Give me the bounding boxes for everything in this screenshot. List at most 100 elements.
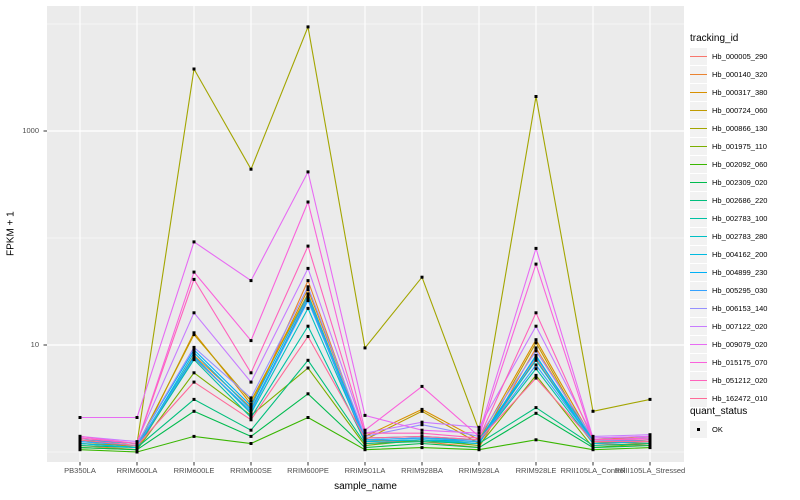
legend-key-line-icon — [690, 181, 707, 184]
legend-item-quant-ok: OK — [690, 421, 723, 438]
x-axis-title: sample_name — [334, 481, 397, 492]
legend-item: Hb_002092_060 — [690, 156, 767, 173]
legend-key-box — [690, 192, 707, 209]
legend-item: Hb_006153_140 — [690, 300, 767, 317]
legend-item: Hb_000317_380 — [690, 84, 767, 101]
legend-item-label: OK — [712, 425, 723, 434]
legend-key-box — [690, 48, 707, 65]
legend-key-line-icon — [690, 379, 707, 382]
legend-item: Hb_005295_030 — [690, 282, 767, 299]
legend-item-label: Hb_007122_020 — [712, 322, 768, 331]
legend-item: Hb_004162_200 — [690, 246, 767, 263]
legend-key-box — [690, 264, 707, 281]
legend-item: Hb_002686_220 — [690, 192, 767, 209]
legend-key-line-icon — [690, 325, 707, 328]
legend-item: Hb_004899_230 — [690, 264, 767, 281]
legend-key-box — [690, 174, 707, 191]
legend-item-label: Hb_015175_070 — [712, 358, 768, 367]
legend-item-label: Hb_004162_200 — [712, 250, 768, 259]
legend-item-label: Hb_004899_230 — [712, 268, 768, 277]
legend-key-line-icon — [690, 253, 707, 256]
legend-item: Hb_051212_020 — [690, 372, 767, 389]
legend-key-line-icon — [690, 73, 707, 76]
legend-key-box — [690, 156, 707, 173]
legend-item: Hb_009079_020 — [690, 336, 767, 353]
legend-key-box — [690, 102, 707, 119]
x-tick-label: RRII105LA_Stressed — [614, 466, 686, 475]
legend-item-label: Hb_002783_280 — [712, 232, 768, 241]
legend-key-box — [690, 246, 707, 263]
legend-key-box — [690, 372, 707, 389]
legend-key-line-icon — [690, 217, 707, 220]
legend-key-box — [690, 120, 707, 137]
x-tick-label: RRII105LA_Control — [560, 466, 626, 475]
legend-key-box — [690, 336, 707, 353]
black-square-point-icon — [696, 427, 701, 432]
legend-item: Hb_007122_020 — [690, 318, 767, 335]
legend-key-line-icon — [690, 109, 707, 112]
x-tick-label: RRIM600LE — [173, 466, 215, 475]
legend-key-line-icon — [690, 397, 707, 400]
legend-title-tracking-id: tracking_id — [690, 33, 739, 44]
legend-item: Hb_000140_320 — [690, 66, 767, 83]
x-tick-label: RRIM600PE — [287, 466, 329, 475]
legend-key-line-icon — [690, 307, 707, 310]
legend-item-label: Hb_000866_130 — [712, 124, 768, 133]
x-tick-label: RRIM600LA — [116, 466, 158, 475]
legend-title-quant-status: quant_status — [690, 406, 748, 417]
legend-item: Hb_002783_280 — [690, 228, 767, 245]
x-tick-label: RRIM600SE — [230, 466, 272, 475]
legend-key-box — [690, 210, 707, 227]
legend-item: Hb_002783_100 — [690, 210, 767, 227]
legend-item-label: Hb_000317_380 — [712, 88, 768, 97]
legend-key-line-icon — [690, 127, 707, 130]
legend-item: Hb_000866_130 — [690, 120, 767, 137]
legend-key-line-icon — [690, 91, 707, 94]
x-tick-label: RRIM928LA — [458, 466, 500, 475]
legend-item-label: Hb_001975_110 — [712, 142, 767, 151]
legend-key-box — [690, 282, 707, 299]
legend-item: Hb_015175_070 — [690, 354, 767, 371]
legend-item-label: Hb_051212_020 — [712, 376, 768, 385]
legend-item-label: Hb_002686_220 — [712, 196, 768, 205]
legend-item-label: Hb_005295_030 — [712, 286, 768, 295]
data-points — [78, 25, 652, 454]
legend-item-label: Hb_006153_140 — [712, 304, 768, 313]
legend-key-box — [690, 300, 707, 317]
legend-key-box — [690, 318, 707, 335]
legend-key-line-icon — [690, 271, 707, 274]
x-tick-label: PB350LA — [64, 466, 96, 475]
legend-key-box — [690, 138, 707, 155]
legend-key-line-icon — [690, 289, 707, 292]
legend-key-line-icon — [690, 145, 707, 148]
legend-key-box — [690, 66, 707, 83]
legend-item: Hb_000005_290 — [690, 48, 767, 65]
x-tick-label: RRIM928BA — [401, 466, 443, 475]
y-tick-label: 1000 — [22, 126, 39, 135]
legend-key-line-icon — [690, 343, 707, 346]
legend-key-box — [690, 354, 707, 371]
legend-key-line-icon — [690, 361, 707, 364]
legend: tracking_id Hb_000005_290 Hb_000140_320 Hb… — [690, 0, 798, 500]
x-tick-label: RRIM901LA — [344, 466, 386, 475]
legend-item: Hb_162472_010 — [690, 390, 767, 407]
legend-key-line-icon — [690, 199, 707, 202]
legend-item-label: Hb_002309_020 — [712, 178, 768, 187]
legend-item-label: Hb_162472_010 — [712, 394, 768, 403]
legend-key-line-icon — [690, 55, 707, 58]
legend-key-line-icon — [690, 235, 707, 238]
legend-item: Hb_002309_020 — [690, 174, 767, 191]
legend-item-label: Hb_000140_320 — [712, 70, 768, 79]
x-tick-label: RRIM928LE — [515, 466, 557, 475]
y-tick-label: 10 — [30, 340, 39, 349]
legend-item-label: Hb_000724_060 — [712, 106, 768, 115]
legend-item-label: Hb_002783_100 — [712, 214, 768, 223]
y-axis-title: FPKM + 1 — [5, 211, 17, 257]
legend-item-label: Hb_009079_020 — [712, 340, 768, 349]
legend-key-box — [690, 421, 707, 438]
legend-item: Hb_000724_060 — [690, 102, 767, 119]
legend-key-line-icon — [690, 163, 707, 166]
legend-key-box — [690, 228, 707, 245]
legend-key-box — [690, 390, 707, 407]
